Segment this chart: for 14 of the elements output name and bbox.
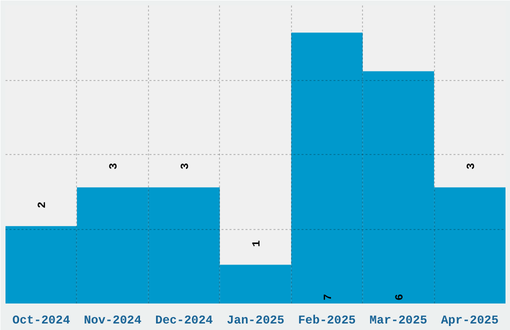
x-tick-label: Feb-2025: [298, 314, 356, 328]
data-label: 6: [394, 294, 406, 301]
x-tick-label: Jan-2025: [226, 314, 284, 328]
x-tick-label: Mar-2025: [370, 314, 428, 328]
data-label: 3: [108, 162, 121, 170]
data-label: 1: [252, 240, 264, 247]
x-tick-label: Oct-2024: [12, 314, 70, 328]
data-label: 7: [322, 294, 335, 301]
x-tick-label: Dec-2024: [155, 314, 213, 328]
data-label: 3: [466, 162, 478, 170]
x-tick-label: Apr-2025: [440, 314, 499, 328]
data-label: 3: [180, 162, 192, 170]
data-label: 2: [37, 202, 50, 208]
x-tick-label: Nov-2024: [84, 314, 142, 328]
